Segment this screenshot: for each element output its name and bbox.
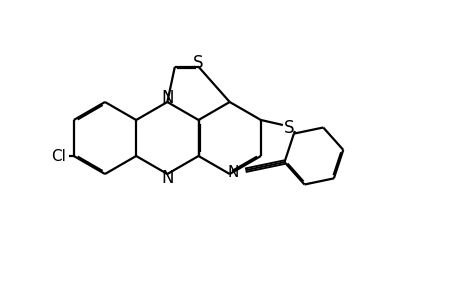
- Text: S: S: [193, 54, 203, 72]
- Text: S: S: [283, 119, 293, 137]
- Text: N: N: [161, 89, 173, 107]
- Text: N: N: [161, 169, 173, 187]
- Text: N: N: [227, 165, 239, 180]
- Text: Cl: Cl: [51, 148, 66, 164]
